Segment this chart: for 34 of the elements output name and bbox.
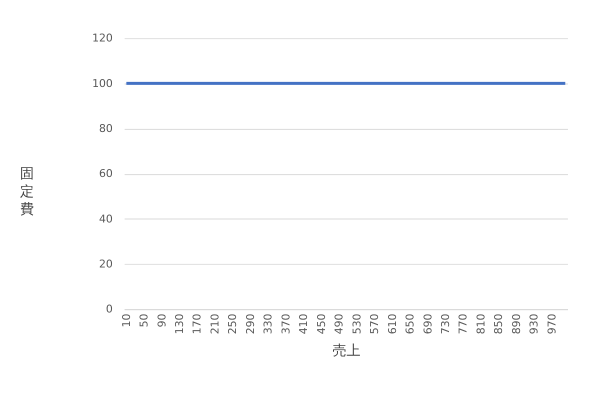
x-tick-label: 410 bbox=[297, 313, 310, 334]
x-tick-label: 450 bbox=[314, 313, 328, 334]
x-tick-label: 610 bbox=[386, 313, 399, 334]
x-tick-label: 50 bbox=[138, 313, 151, 328]
x-tick-label: 370 bbox=[279, 313, 292, 334]
x-tick-label: 250 bbox=[226, 313, 240, 334]
x-tick-label: 970 bbox=[545, 313, 558, 334]
x-tick-label: 290 bbox=[244, 313, 257, 334]
x-tick-label: 210 bbox=[208, 313, 222, 334]
y-tick-label: 0 bbox=[106, 302, 113, 316]
y-tick-label: 120 bbox=[92, 32, 113, 45]
x-tick-label: 890 bbox=[510, 313, 523, 334]
y-tick-label: 40 bbox=[99, 212, 113, 226]
x-tick-label: 490 bbox=[332, 313, 346, 334]
x-tick-label: 810 bbox=[474, 313, 488, 334]
x-tick-label: 130 bbox=[173, 313, 186, 334]
y-axis-title: 固定費 bbox=[20, 166, 34, 218]
x-tick-label: 330 bbox=[262, 313, 275, 334]
x-tick-label: 650 bbox=[404, 313, 417, 334]
x-tick-label: 730 bbox=[439, 313, 452, 334]
x-tick-label: 770 bbox=[456, 313, 470, 334]
x-axis-title: 売上 bbox=[332, 342, 360, 359]
y-tick-label: 60 bbox=[99, 167, 113, 180]
y-tick-label: 100 bbox=[92, 76, 113, 90]
x-tick-label: 530 bbox=[350, 313, 364, 334]
x-tick-label: 10 bbox=[120, 313, 133, 328]
x-tick-label: 690 bbox=[421, 313, 434, 334]
y-tick-label: 80 bbox=[99, 122, 113, 135]
x-tick-label: 570 bbox=[368, 313, 382, 334]
x-tick-label: 170 bbox=[190, 313, 204, 334]
y-tick-label: 20 bbox=[99, 257, 113, 270]
x-tick-label: 90 bbox=[155, 313, 168, 328]
x-tick-label: 850 bbox=[492, 313, 506, 334]
x-tick-label: 930 bbox=[528, 313, 541, 334]
